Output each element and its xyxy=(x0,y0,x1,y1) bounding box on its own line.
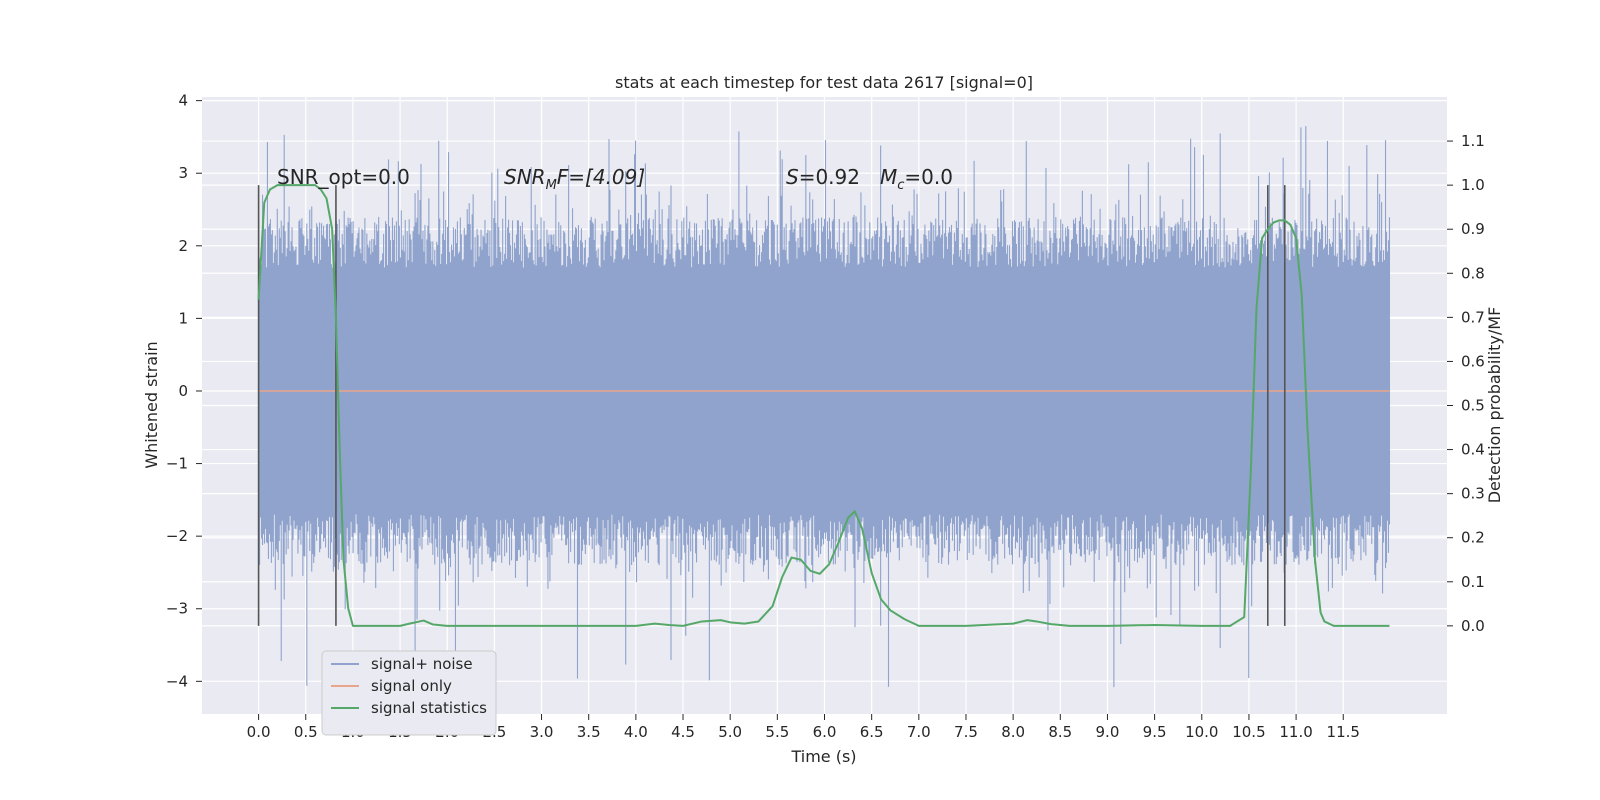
y-left-tick-label-6: −2 xyxy=(166,527,188,545)
x-tick-label-13: 6.5 xyxy=(860,723,884,741)
annotation-mc: Mc=0.0 xyxy=(880,165,953,193)
x-tick-label-22: 11.0 xyxy=(1279,723,1312,741)
x-tick-label-10: 5.0 xyxy=(718,723,742,741)
y-right-tick-label-7: 0.4 xyxy=(1461,441,1485,459)
x-tick-label-15: 7.5 xyxy=(954,723,978,741)
annotation-snr-opt: SNR_opt=0.0 xyxy=(277,165,410,189)
x-tick-label-23: 11.5 xyxy=(1327,723,1360,741)
y-right-tick-label-10: 0.1 xyxy=(1461,573,1485,591)
x-tick-label-21: 10.5 xyxy=(1232,723,1265,741)
chart-title: stats at each timestep for test data 261… xyxy=(615,73,1033,92)
y-right-tick-label-11: 0.0 xyxy=(1461,617,1485,635)
legend-label-signal-noise: signal+ noise xyxy=(371,655,473,673)
y-right-tick-label-9: 0.2 xyxy=(1461,529,1485,547)
x-tick-label-7: 3.5 xyxy=(577,723,601,741)
legend-label-signal-statistics: signal statistics xyxy=(371,699,487,717)
annotation-s: S=0.92 xyxy=(786,165,860,189)
legend-label-signal-only: signal only xyxy=(371,677,452,695)
y-left-tick-label-3: 1 xyxy=(178,309,188,327)
y-axis-left-ticks: 4 3 2 1 0 −1 −2 −3 −4 xyxy=(166,92,202,690)
y-left-tick-label-7: −3 xyxy=(166,600,188,618)
legend: signal+ noise signal only signal statist… xyxy=(321,650,497,736)
x-tick-label-1: 0.5 xyxy=(294,723,318,741)
annotation-snr-mf: SNRMF=[4.09] xyxy=(504,165,645,193)
y-right-tick-label-4: 0.7 xyxy=(1461,308,1485,326)
x-tick-label-12: 6.0 xyxy=(813,723,837,741)
x-tick-label-18: 9.0 xyxy=(1096,723,1120,741)
y-axis-right-ticks: 1.1 1.0 0.9 0.8 0.7 0.6 0.5 0.4 0.3 0.2 0.1 0.0 xyxy=(1447,132,1485,635)
x-tick-label-17: 8.5 xyxy=(1048,723,1072,741)
legend-box xyxy=(321,650,497,736)
y-left-tick-label-1: 3 xyxy=(178,164,188,182)
signal-statistics-series xyxy=(257,184,1390,627)
x-axis-ticks: 0.00.51.01.52.02.53.03.54.04.55.05.56.06… xyxy=(247,714,1360,741)
x-tick-label-8: 4.0 xyxy=(624,723,648,741)
signal-statistics-line xyxy=(257,184,1390,627)
x-tick-label-19: 9.5 xyxy=(1143,723,1167,741)
y-left-tick-label-4: 0 xyxy=(178,382,188,400)
x-tick-label-6: 3.0 xyxy=(530,723,554,741)
y-left-tick-label-0: 4 xyxy=(178,92,188,110)
y-left-tick-label-2: 2 xyxy=(178,237,188,255)
y-axis-right-label: Detection probability/MF xyxy=(1485,307,1504,504)
x-tick-label-16: 8.0 xyxy=(1001,723,1025,741)
y-right-tick-label-6: 0.5 xyxy=(1461,397,1485,415)
y-right-tick-label-8: 0.3 xyxy=(1461,485,1485,503)
y-left-tick-label-5: −1 xyxy=(166,455,188,473)
y-right-tick-label-5: 0.6 xyxy=(1461,352,1485,370)
y-axis-left-label: Whitened strain xyxy=(142,341,161,468)
y-right-tick-label-3: 0.8 xyxy=(1461,264,1485,282)
x-tick-label-9: 4.5 xyxy=(671,723,695,741)
vertical-markers xyxy=(257,185,1286,626)
x-tick-label-11: 5.5 xyxy=(765,723,789,741)
y-right-tick-label-1: 1.0 xyxy=(1461,176,1485,194)
x-tick-label-20: 10.0 xyxy=(1185,723,1218,741)
y-left-tick-label-8: −4 xyxy=(166,672,188,690)
x-tick-label-0: 0.0 xyxy=(247,723,271,741)
y-right-tick-label-0: 1.1 xyxy=(1461,132,1485,150)
x-axis-label: Time (s) xyxy=(790,747,856,766)
y-right-tick-label-2: 0.9 xyxy=(1461,220,1485,238)
x-tick-label-14: 7.0 xyxy=(907,723,931,741)
